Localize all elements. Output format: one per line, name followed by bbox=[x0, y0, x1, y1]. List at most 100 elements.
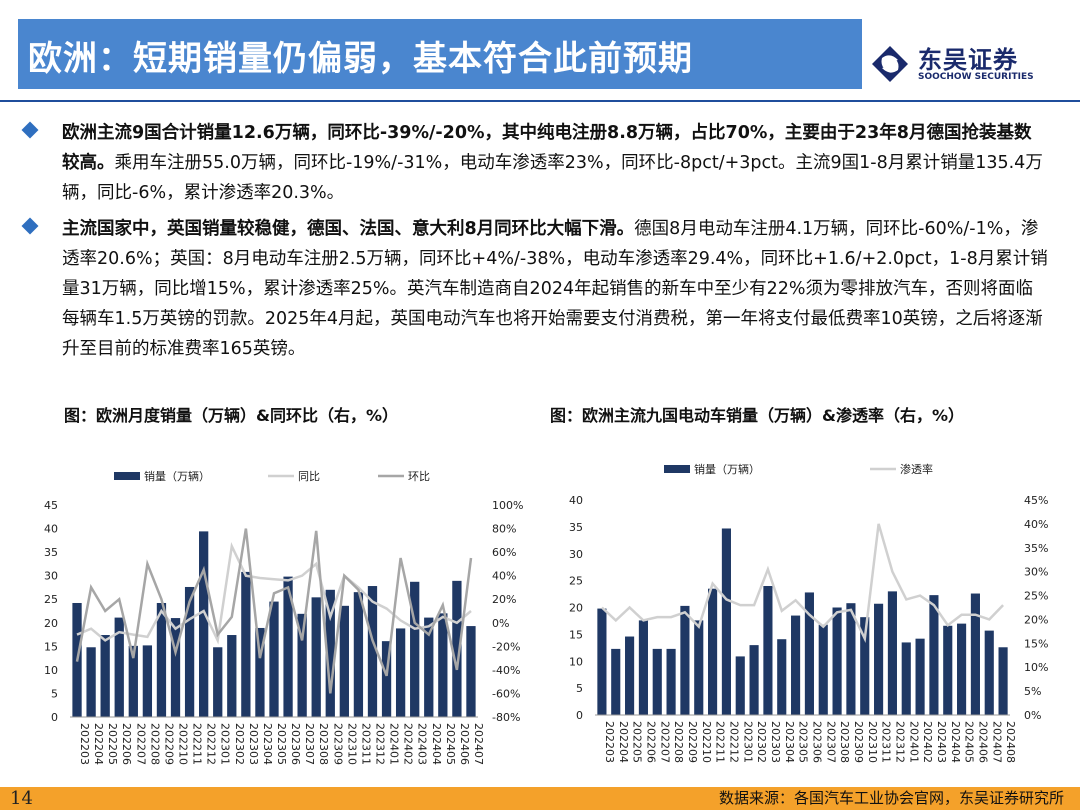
bar bbox=[804, 592, 814, 715]
bar bbox=[777, 639, 787, 715]
x-tick-label: 202310 bbox=[866, 721, 879, 763]
bar bbox=[170, 618, 181, 717]
legend-swatch bbox=[664, 465, 690, 473]
data-source: 数据来源：各国汽车工业协会官网，东吴证券研究所 bbox=[718, 789, 1064, 807]
x-tick-label: 202209 bbox=[686, 721, 699, 763]
series-line bbox=[76, 541, 472, 645]
x-tick-label: 202307 bbox=[824, 721, 837, 763]
logo-mark-icon bbox=[872, 46, 908, 82]
bar bbox=[311, 597, 321, 717]
x-tick-label: 202207 bbox=[658, 721, 671, 763]
x-tick-label: 202208 bbox=[148, 723, 161, 765]
diamond-bullet-icon bbox=[21, 121, 39, 139]
y2-tick-label: 15% bbox=[1024, 637, 1048, 650]
x-tick-label: 202407 bbox=[472, 723, 485, 765]
x-tick-label: 202404 bbox=[430, 723, 443, 765]
header-divider bbox=[0, 100, 1080, 102]
y2-tick-label: 40% bbox=[492, 570, 516, 583]
bullet-2-bold: 主流国家中，英国销量较稳健，德国、法国、意大利8月同环比大幅下滑。 bbox=[62, 219, 635, 239]
bar bbox=[832, 607, 842, 715]
y-tick-label: 40 bbox=[569, 494, 583, 507]
y-tick-label: 15 bbox=[44, 640, 58, 653]
bar bbox=[638, 620, 648, 715]
y-tick-label: 10 bbox=[44, 664, 58, 677]
y2-tick-label: 0% bbox=[492, 617, 509, 630]
bar bbox=[597, 608, 607, 715]
bar bbox=[721, 528, 731, 715]
bar bbox=[749, 645, 759, 715]
x-tick-label: 202301 bbox=[219, 723, 232, 765]
page-title: 欧洲：短期销量仍偏弱，基本符合此前预期 bbox=[28, 39, 693, 79]
left-chart-caption: 图：欧洲月度销量（万辆）&同环比（右，%） bbox=[64, 406, 398, 425]
bar bbox=[269, 601, 279, 717]
y-tick-label: 30 bbox=[44, 570, 58, 583]
bullet-1-bold: 欧洲主流9国合计销量12.6万辆，同环比-39%/-20%，其中纯电注册8.8万… bbox=[62, 123, 1032, 173]
y-tick-label: 5 bbox=[576, 682, 583, 695]
x-tick-label: 202303 bbox=[247, 723, 260, 765]
y-tick-label: 40 bbox=[44, 523, 58, 536]
bar bbox=[128, 645, 138, 717]
bar bbox=[998, 647, 1008, 715]
bar bbox=[367, 586, 378, 717]
y2-tick-label: -60% bbox=[492, 687, 520, 700]
bar bbox=[708, 588, 718, 715]
bar bbox=[438, 613, 448, 717]
company-logo: 东吴证券 SOOCHOW SECURITIES bbox=[868, 42, 1068, 92]
bar bbox=[325, 589, 335, 717]
series-line bbox=[75, 528, 473, 694]
bar bbox=[114, 617, 124, 717]
x-tick-label: 202403 bbox=[935, 721, 948, 763]
legend-label: 渗透率 bbox=[900, 462, 933, 476]
y-tick-label: 0 bbox=[51, 711, 58, 724]
europe-monthly-sales-chart: 0 5 10 15 20 25 30 35 40 45 -80% -60% -40% -20% 0% 20% 4… bbox=[44, 469, 523, 765]
diamond-bullet-icon bbox=[21, 217, 39, 235]
x-tick-label: 202307 bbox=[303, 723, 316, 765]
bar bbox=[915, 638, 925, 715]
bar bbox=[100, 635, 110, 717]
x-tick-label: 202405 bbox=[444, 723, 457, 765]
x-tick-label: 202305 bbox=[275, 723, 288, 765]
x-tick-label: 202308 bbox=[838, 721, 851, 763]
y2-tick-label: 20% bbox=[1024, 613, 1048, 626]
bar bbox=[395, 628, 406, 717]
y2-tick-label: 100% bbox=[492, 499, 523, 512]
y2-tick-label: 40% bbox=[1024, 518, 1048, 531]
y-tick-label: 0 bbox=[576, 709, 583, 722]
x-tick-label: 202304 bbox=[261, 723, 274, 765]
y2-tick-label: -40% bbox=[492, 664, 520, 677]
bar bbox=[860, 617, 870, 715]
bar bbox=[199, 531, 209, 717]
bar bbox=[970, 593, 980, 715]
x-tick-label: 202304 bbox=[783, 721, 796, 763]
x-tick-label: 202408 bbox=[1004, 721, 1017, 763]
bar bbox=[241, 571, 251, 717]
bar bbox=[818, 624, 828, 715]
x-tick-label: 202212 bbox=[205, 723, 218, 765]
x-tick-label: 202211 bbox=[714, 721, 727, 763]
legend-label: 环比 bbox=[408, 470, 430, 483]
header-banner: 欧洲：短期销量仍偏弱，基本符合此前预期 bbox=[18, 19, 862, 89]
x-tick-label: 202305 bbox=[797, 721, 810, 763]
y-tick-label: 35 bbox=[569, 521, 583, 534]
y-tick-label: 10 bbox=[569, 655, 583, 668]
x-tick-label: 202206 bbox=[120, 723, 133, 765]
bullet-1: 欧洲主流9国合计销量12.6万辆，同环比-39%/-20%，其中纯电注册8.8万… bbox=[21, 118, 1048, 208]
bar bbox=[283, 576, 293, 717]
y-tick-label: 20 bbox=[44, 617, 58, 630]
x-tick-label: 202309 bbox=[331, 723, 344, 765]
x-tick-label: 202208 bbox=[672, 721, 685, 763]
bar bbox=[694, 620, 704, 715]
x-tick-label: 202303 bbox=[769, 721, 782, 763]
legend-label: 销量（万辆） bbox=[144, 469, 210, 483]
legend-label: 销量（万辆） bbox=[694, 462, 760, 476]
y-tick-label: 45 bbox=[44, 499, 58, 512]
x-tick-label: 202310 bbox=[345, 723, 358, 765]
legend-label: 同比 bbox=[298, 470, 320, 483]
bullet-2-normal: 德国8月电动车注册4.1万辆，同环比-60%/-1%，渗透率20.6%；英国：8… bbox=[62, 219, 1048, 359]
bar bbox=[901, 642, 911, 715]
x-tick-label: 202404 bbox=[949, 721, 962, 763]
x-tick-label: 202405 bbox=[963, 721, 976, 763]
y2-tick-label: 30% bbox=[1024, 566, 1048, 579]
x-tick-label: 202302 bbox=[233, 723, 246, 765]
y-tick-label: 35 bbox=[44, 546, 58, 559]
